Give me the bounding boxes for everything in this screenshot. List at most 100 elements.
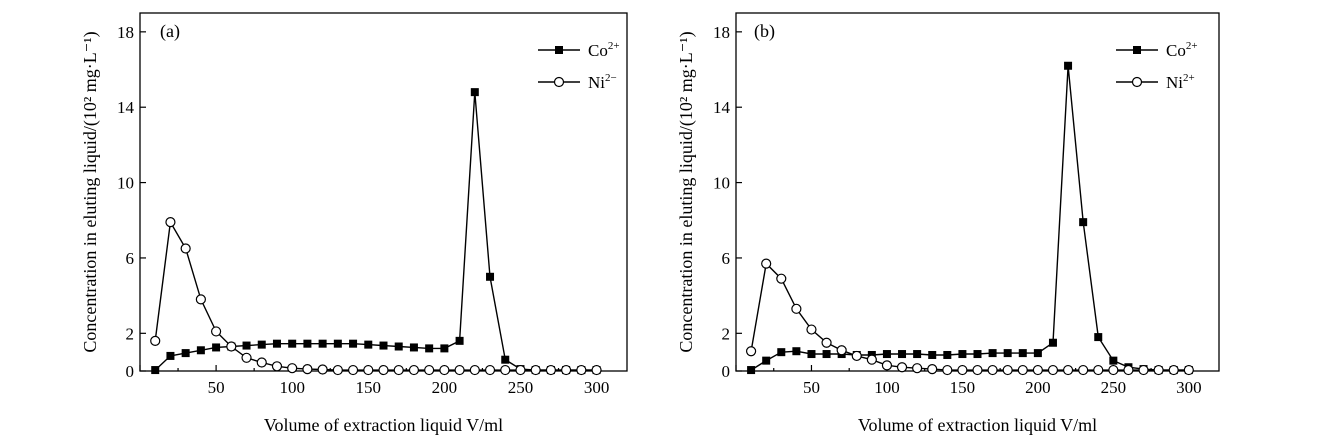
co-data-point [151, 366, 160, 375]
series-line-co [750, 65, 1189, 371]
ni-data-point [150, 335, 161, 346]
ni-data-point [287, 363, 298, 374]
y-tick-label: 10 [117, 174, 134, 193]
ni-data-point [745, 346, 757, 357]
ni-data-point [484, 364, 496, 376]
legend-label-superscript: 2+ [1186, 40, 1198, 52]
ni-data-point [530, 364, 541, 376]
co-data-point [486, 272, 495, 281]
ni-data-point [393, 364, 404, 376]
co-data-point [973, 350, 982, 359]
ni-data-point [591, 364, 602, 376]
y-tick-label: 10 [713, 174, 730, 193]
co-data-point [409, 343, 418, 352]
legend-label: Ni2+ [1166, 72, 1195, 92]
co-data-point [242, 341, 251, 350]
co-data-point [943, 350, 952, 359]
panel-b: 50 100 150 200 250 300 0 2 6 10 14 18 Volume of extr… [676, 12, 1220, 435]
co-data-point [1109, 356, 1118, 365]
legend-label-superscript: 2+ [608, 40, 620, 52]
ni-data-point [1002, 364, 1013, 376]
ni-data-point [210, 326, 222, 337]
ni-data-point [271, 361, 283, 372]
ni-data-point [1047, 364, 1059, 376]
ni-data-point [1168, 364, 1179, 376]
ni-data-point [912, 363, 923, 374]
series-line-ni [154, 219, 597, 371]
ni-data-point [226, 341, 237, 352]
plot-frame [139, 12, 628, 372]
co-data-point [379, 341, 388, 350]
y-tick-label: 2 [722, 324, 731, 343]
co-data-point [1018, 349, 1027, 358]
co-data-point [349, 339, 358, 348]
ni-data-point [957, 364, 968, 376]
ni-data-point [821, 337, 832, 348]
co-data-point [882, 350, 891, 359]
co-data-point [288, 339, 297, 348]
ni-data-point [241, 352, 252, 363]
ni-data-point [256, 357, 267, 368]
legend-circle-marker [1131, 76, 1143, 88]
x-tick-label: 200 [432, 378, 458, 397]
co-data-point [501, 355, 510, 364]
co-data-point [1048, 338, 1057, 347]
ni-data-point [347, 364, 359, 376]
ni-data-point [1032, 364, 1043, 376]
y-tick-label: 0 [722, 362, 731, 381]
x-tick-label: 300 [584, 378, 610, 397]
y-tick-label: 0 [126, 362, 135, 381]
ni-data-point [515, 364, 526, 376]
legend-label: Co2+ [588, 40, 620, 60]
co-data-point [166, 351, 175, 360]
ni-data-point [1108, 364, 1119, 376]
co-data-point [1079, 218, 1088, 227]
co-data-point [303, 339, 312, 348]
x-tick-label: 200 [1025, 378, 1051, 397]
y-axis-title: Concentration in eluting liquid/(10² mg·… [676, 31, 697, 352]
x-tick-label: 150 [356, 378, 382, 397]
ni-data-point [439, 364, 450, 376]
legend-label-superscript: 2+ [1183, 72, 1195, 84]
co-data-point [913, 350, 922, 359]
co-data-point [928, 350, 937, 359]
co-data-point [257, 340, 266, 349]
ni-data-point [972, 364, 983, 376]
ni-data-point [363, 364, 374, 376]
y-tick-label: 18 [713, 23, 730, 42]
co-data-point [470, 88, 479, 97]
x-tick-label: 300 [1176, 378, 1202, 397]
x-tick-label: 50 [208, 378, 225, 397]
x-axis-title: Volume of extraction liquid V/ml [858, 415, 1097, 435]
co-data-point [747, 366, 756, 375]
co-data-point [1003, 349, 1012, 358]
co-data-point [272, 339, 281, 348]
ni-data-point [851, 350, 862, 362]
ni-data-point [302, 364, 313, 375]
ni-data-point [454, 364, 465, 376]
ni-data-point [332, 364, 343, 376]
co-data-point [958, 350, 967, 359]
x-tick-label: 100 [874, 378, 900, 397]
co-data-point [792, 347, 801, 356]
ni-data-point [1093, 364, 1104, 376]
series-line-co [154, 92, 597, 371]
y-tick-label: 14 [117, 98, 135, 117]
ni-data-point [1138, 364, 1149, 376]
y-tick-label: 6 [126, 249, 135, 268]
y-tick-label: 18 [117, 23, 134, 42]
ni-data-point [195, 294, 206, 305]
co-data-point [440, 344, 449, 353]
ni-data-point [469, 364, 480, 376]
co-data-point [807, 350, 816, 359]
co-data-point [455, 336, 464, 345]
ni-data-point [942, 364, 953, 376]
ni-data-point [500, 364, 511, 376]
co-data-point [181, 349, 190, 358]
ni-data-point [791, 303, 802, 314]
co-data-point [1094, 333, 1103, 342]
ni-data-point [1153, 364, 1164, 376]
legend-label: Ni2− [588, 72, 617, 92]
ni-data-point [165, 217, 176, 228]
co-data-point [364, 340, 373, 349]
